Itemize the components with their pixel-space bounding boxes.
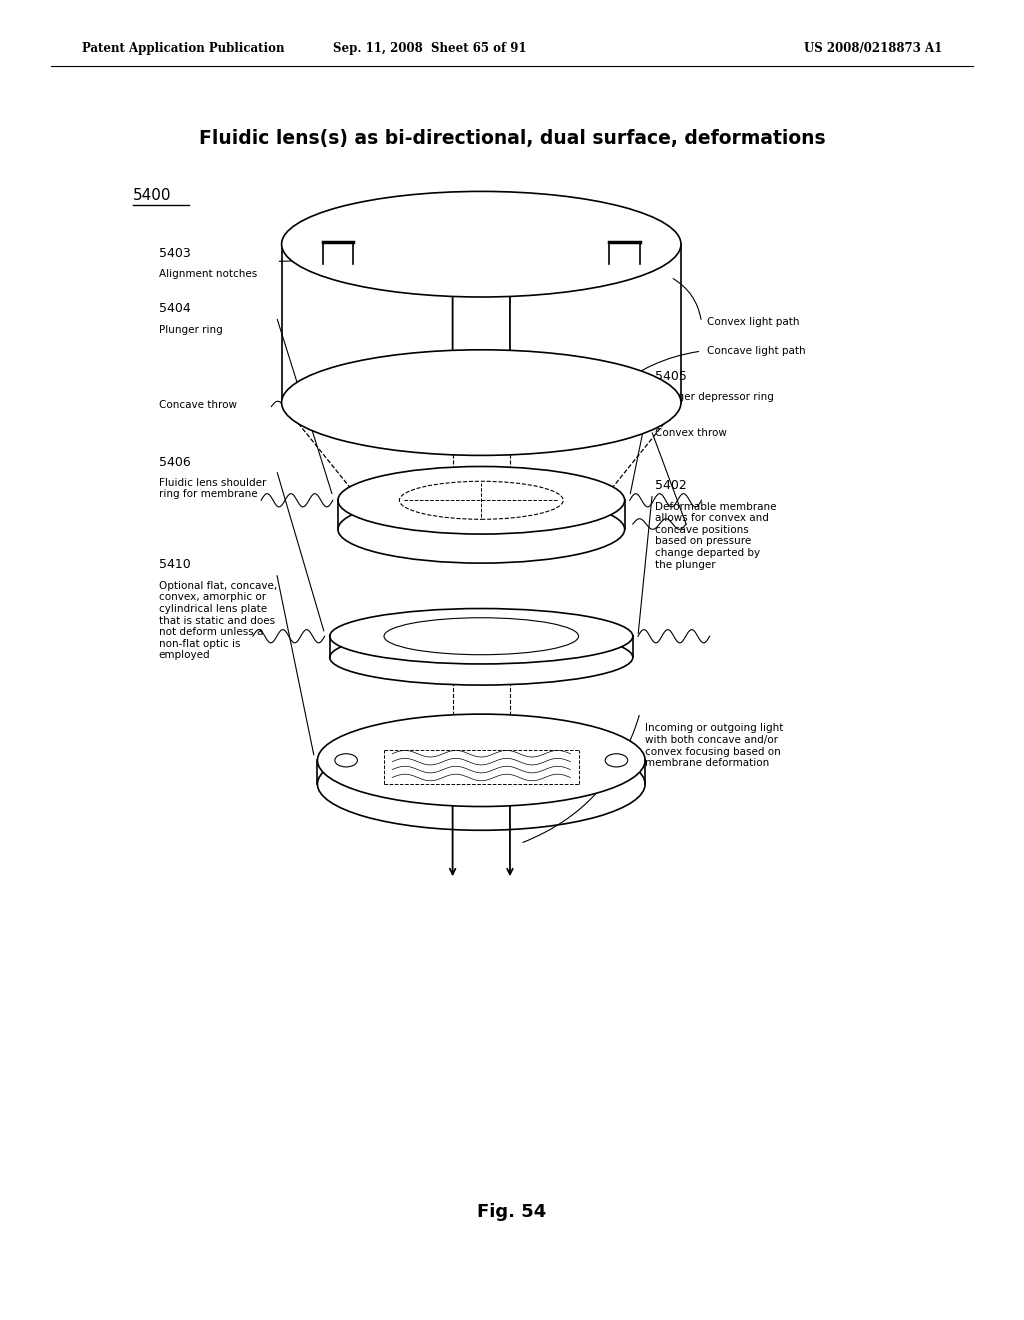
Text: Fig. 54: Fig. 54 [477,1203,547,1221]
Text: Concave throw: Concave throw [159,400,237,411]
Ellipse shape [282,191,681,297]
Text: 5406: 5406 [159,455,190,469]
Text: 5402: 5402 [655,479,687,492]
Text: US 2008/0218873 A1: US 2008/0218873 A1 [804,42,942,55]
Text: Deformable membrane
allows for convex and
concave positions
based on pressure
ch: Deformable membrane allows for convex an… [655,502,777,570]
Text: Sep. 11, 2008  Sheet 65 of 91: Sep. 11, 2008 Sheet 65 of 91 [334,42,526,55]
Text: Concave light path: Concave light path [707,346,805,356]
Text: Convex light path: Convex light path [707,317,799,327]
Text: Convex throw: Convex throw [655,428,727,438]
Text: Patent Application Publication: Patent Application Publication [82,42,285,55]
Text: Optional flat, concave,
convex, amorphic or
cylindrical lens plate
that is stati: Optional flat, concave, convex, amorphic… [159,581,276,660]
Text: 5405: 5405 [655,370,687,383]
Text: Fluidic lens(s) as bi-directional, dual surface, deformations: Fluidic lens(s) as bi-directional, dual … [199,129,825,148]
Ellipse shape [338,495,625,564]
Ellipse shape [330,630,633,685]
Ellipse shape [282,350,681,455]
Text: 5404: 5404 [159,302,190,315]
Ellipse shape [317,714,645,807]
Text: Plunger ring: Plunger ring [159,325,222,335]
Ellipse shape [384,618,579,655]
Text: Alignment notches: Alignment notches [159,269,257,280]
Text: 5403: 5403 [159,247,190,260]
Ellipse shape [338,466,625,535]
Text: Plunger depressor ring: Plunger depressor ring [655,392,774,403]
Text: 5410: 5410 [159,558,190,572]
Text: Incoming or outgoing light
with both concave and/or
convex focusing based on
mem: Incoming or outgoing light with both con… [645,723,783,768]
Ellipse shape [317,738,645,830]
Ellipse shape [330,609,633,664]
Text: Fluidic lens shoulder
ring for membrane: Fluidic lens shoulder ring for membrane [159,478,266,499]
Text: 5400: 5400 [133,187,172,203]
